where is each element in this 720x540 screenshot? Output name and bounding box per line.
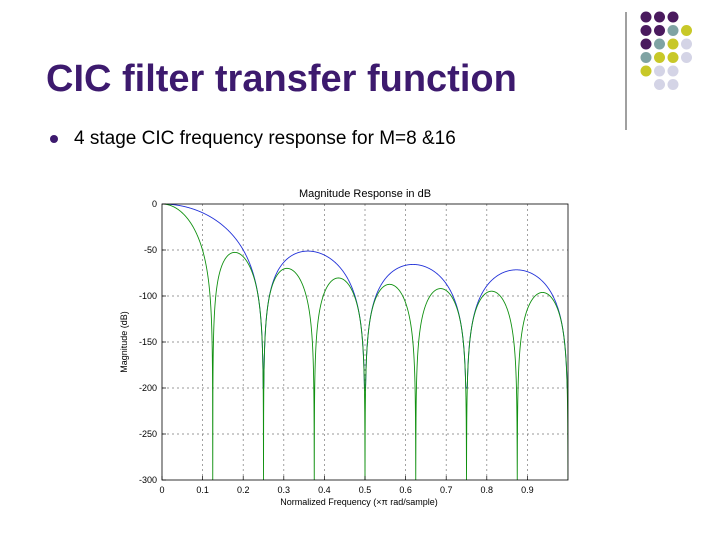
series-line bbox=[162, 204, 568, 389]
y-tick-label: -50 bbox=[144, 245, 157, 255]
decor-dot bbox=[640, 65, 652, 77]
y-tick-label: -300 bbox=[139, 475, 157, 485]
decorative-dot-grid bbox=[640, 11, 692, 90]
decor-dot bbox=[667, 38, 679, 50]
decor-dot bbox=[640, 11, 652, 23]
y-tick-label: -200 bbox=[139, 383, 157, 393]
x-tick-label: 0.2 bbox=[237, 485, 250, 495]
x-tick-label: 0.5 bbox=[359, 485, 372, 495]
x-tick-label: 0.3 bbox=[278, 485, 291, 495]
x-tick-label: 0.7 bbox=[440, 485, 453, 495]
decor-dot bbox=[667, 52, 679, 63]
x-tick-label: 0.1 bbox=[196, 485, 209, 495]
decor-dot bbox=[654, 79, 665, 90]
decor-dot bbox=[654, 38, 665, 50]
decor-dot bbox=[681, 25, 692, 36]
x-tick-label: 0.6 bbox=[399, 485, 412, 495]
decor-dot bbox=[667, 25, 679, 36]
x-tick-label: 0 bbox=[159, 485, 164, 495]
bullet-text: 4 stage CIC frequency response for M=8 &… bbox=[74, 128, 456, 149]
decor-dot bbox=[681, 38, 692, 50]
chart-title: Magnitude Response in dB bbox=[299, 188, 431, 200]
decor-dot bbox=[640, 25, 652, 36]
y-tick-label: -100 bbox=[139, 291, 157, 301]
decor-dot bbox=[654, 65, 665, 77]
decor-dot bbox=[681, 52, 692, 63]
y-axis-label: Magnitude (dB) bbox=[119, 311, 129, 373]
y-tick-label: -250 bbox=[139, 429, 157, 439]
decor-dot bbox=[667, 79, 679, 90]
decorative-vertical-line bbox=[625, 12, 627, 130]
decor-dot bbox=[667, 65, 679, 77]
x-axis-label: Normalized Frequency (×π rad/sample) bbox=[280, 497, 438, 507]
y-tick-label: -150 bbox=[139, 337, 157, 347]
decor-dot bbox=[654, 11, 665, 23]
x-tick-label: 0.8 bbox=[481, 485, 494, 495]
decor-dot bbox=[654, 25, 665, 36]
decor-dot bbox=[640, 38, 652, 50]
decor-dot bbox=[640, 52, 652, 63]
bullet-item: 4 stage CIC frequency response for M=8 &… bbox=[50, 128, 456, 150]
series-line bbox=[162, 204, 568, 480]
y-tick-label: 0 bbox=[152, 199, 157, 209]
decor-dot bbox=[654, 52, 665, 63]
bullet-marker bbox=[50, 135, 58, 143]
x-tick-label: 0.9 bbox=[521, 485, 534, 495]
slide-title: CIC filter transfer function bbox=[46, 58, 517, 100]
x-tick-label: 0.4 bbox=[318, 485, 331, 495]
decor-dot bbox=[667, 11, 679, 23]
